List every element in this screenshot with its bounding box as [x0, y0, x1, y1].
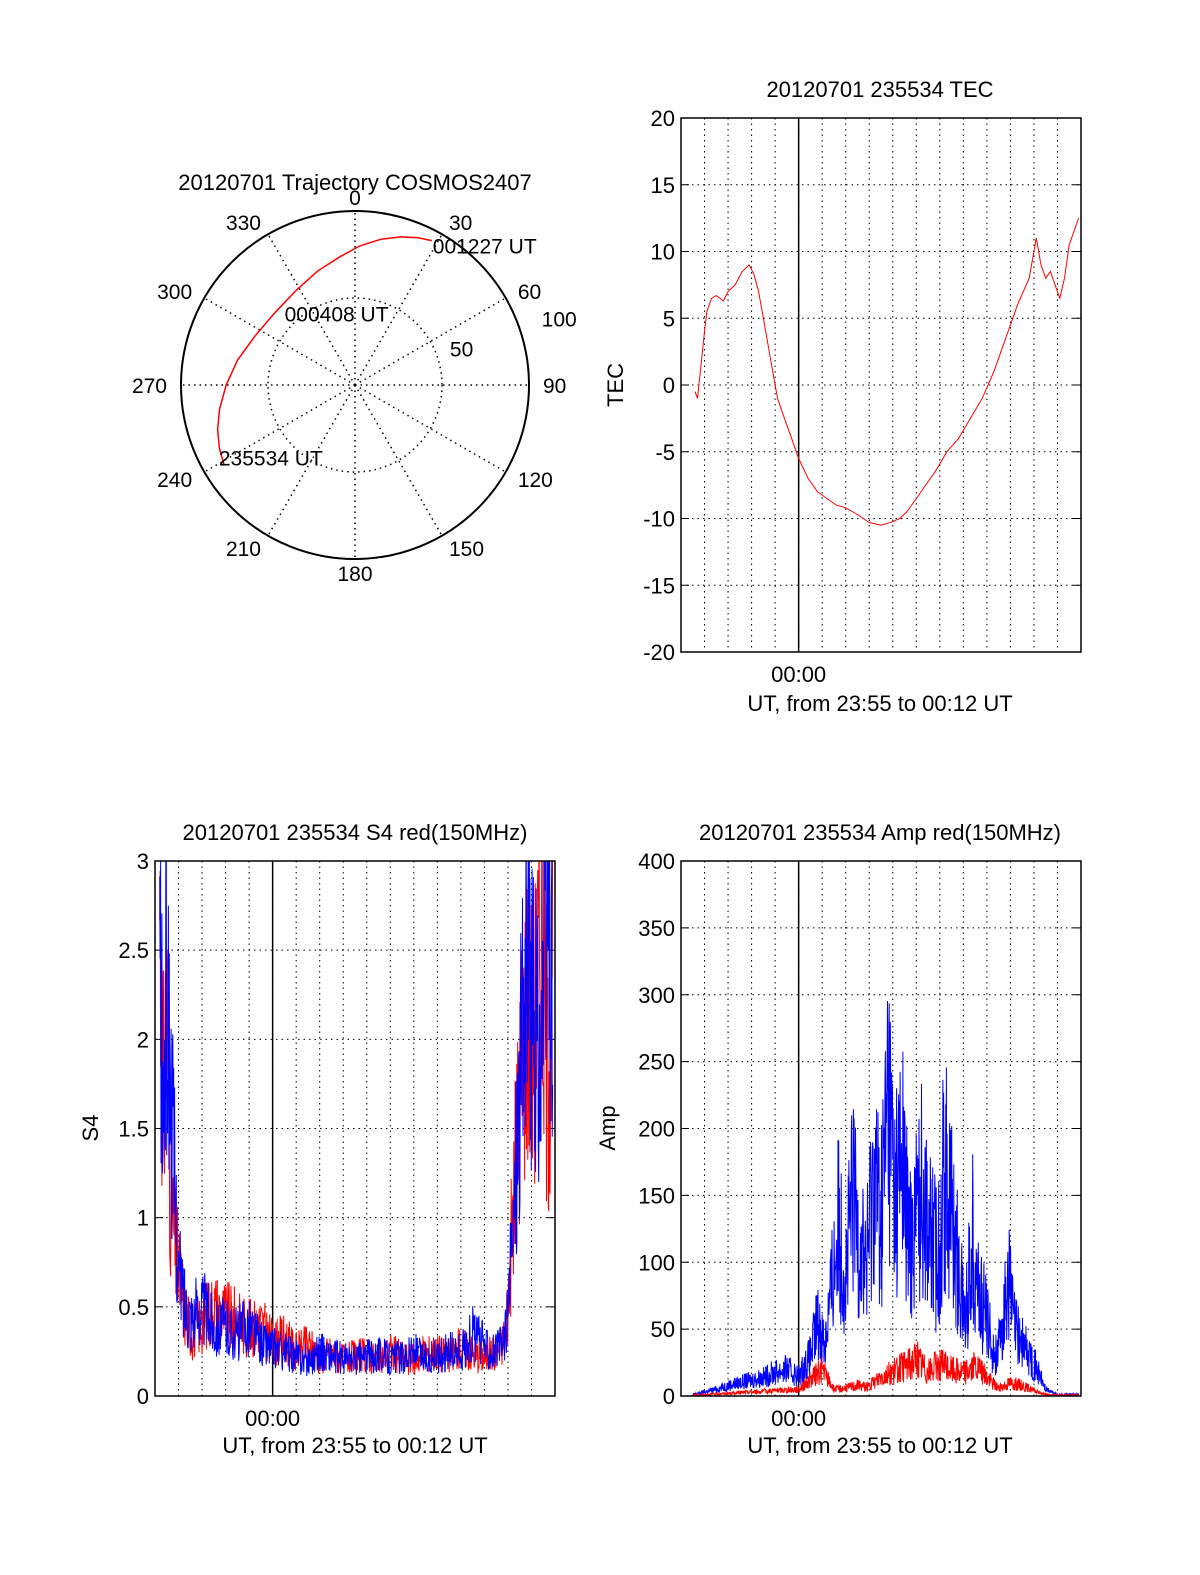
- s4-plot-frame: [154, 860, 556, 1397]
- polar-angle-label: 330: [226, 212, 261, 235]
- tec-y-tick-label: -20: [643, 640, 675, 665]
- s4-y-tick-label: 1: [137, 1206, 149, 1231]
- polar-radial-gridline: [354, 297, 507, 386]
- amp-panel: 20120701 235534 Amp red(150MHz) Amp UT, …: [595, 820, 1082, 1458]
- tec-plot-frame: [680, 117, 1082, 653]
- polar-angle-label: 0: [349, 187, 361, 210]
- polar-angle-label: 90: [543, 375, 566, 398]
- polar-angle-label: 240: [157, 469, 192, 492]
- polar-ring-label: 50: [450, 338, 473, 361]
- tec-x-axis-label: UT, from 23:55 to 00:12 UT: [747, 691, 1012, 716]
- polar-angle-label: 270: [132, 375, 167, 398]
- polar-ring-labels: 50 100: [450, 309, 577, 362]
- polar-grid: [181, 211, 529, 559]
- polar-series: [216, 236, 432, 465]
- amp-series: [692, 1000, 1080, 1396]
- polar-ring-gridline: [267, 297, 443, 473]
- amp-y-tick-label: 300: [638, 983, 675, 1008]
- s4-x-axis-label: UT, from 23:55 to 00:12 UT: [222, 1433, 487, 1458]
- polar-radial-gridline: [203, 384, 356, 473]
- tec-y-tick-label: 15: [651, 173, 675, 198]
- s4-panel: 20120701 235534 S4 red(150MHz) S4 UT, fr…: [78, 820, 556, 1458]
- polar-radial-gridline: [354, 233, 443, 386]
- amp-plot-frame: [680, 860, 1082, 1397]
- polar-trajectory-panel: 20120701 Trajectory COSMOS2407 0 30 60 90 12…: [132, 170, 577, 586]
- s4-x-tick-label: 00:00: [245, 1406, 300, 1431]
- polar-annotation-label: 235534 UT: [219, 447, 323, 470]
- polar-annotation-label: 000408 UT: [285, 303, 389, 326]
- amp-ticks: 400 350 300 250 200 150 100 50 0 00:00: [638, 849, 1081, 1431]
- amp-title: 20120701 235534 Amp red(150MHz): [699, 820, 1061, 845]
- amp-y-tick-label: 350: [638, 916, 675, 941]
- amp-y-tick-label: 150: [638, 1183, 675, 1208]
- tec-y-tick-label: 20: [651, 106, 675, 131]
- tec-y-tick-label: -10: [643, 507, 675, 532]
- polar-angle-label: 210: [226, 538, 261, 561]
- polar-radial-gridline: [267, 384, 356, 537]
- s4-ticks: 3 2.5 2 1.5 1 0.5 0 00:00: [118, 849, 555, 1431]
- amp-y-tick-label: 0: [663, 1384, 675, 1409]
- amp-y-axis-label: Amp: [595, 1105, 620, 1150]
- polar-angle-label: 60: [518, 281, 541, 304]
- tec-y-tick-label: 0: [663, 373, 675, 398]
- amp-y-tick-label: 250: [638, 1050, 675, 1075]
- polar-angle-label: 120: [518, 469, 553, 492]
- polar-radial-gridline: [354, 384, 443, 537]
- polar-angle-label: 30: [449, 212, 472, 235]
- s4-series-line: [159, 861, 554, 1377]
- polar-annotation-label: 001227 UT: [433, 235, 537, 258]
- amp-x-axis-label: UT, from 23:55 to 00:12 UT: [747, 1433, 1012, 1458]
- s4-y-tick-label: 0.5: [118, 1295, 149, 1320]
- tec-series: [694, 217, 1080, 526]
- polar-title: 20120701 Trajectory COSMOS2407: [178, 170, 531, 195]
- tec-y-tick-label: 5: [663, 306, 675, 331]
- s4-title: 20120701 235534 S4 red(150MHz): [183, 820, 528, 845]
- amp-series-line: [692, 1000, 1080, 1396]
- tec-y-tick-label: -15: [643, 573, 675, 598]
- tec-y-axis-label: TEC: [603, 363, 628, 407]
- s4-series: [159, 861, 554, 1377]
- s4-y-axis-label: S4: [78, 1115, 103, 1142]
- polar-angle-label: 150: [449, 538, 484, 561]
- polar-radial-gridline: [203, 297, 356, 386]
- polar-outer-ring: [180, 210, 530, 560]
- tec-title: 20120701 235534 TEC: [766, 77, 993, 102]
- s4-y-tick-label: 1.5: [118, 1117, 149, 1142]
- tec-x-tick-label: 00:00: [771, 662, 826, 687]
- polar-angle-label: 300: [157, 281, 192, 304]
- s4-y-tick-label: 2.5: [118, 938, 149, 963]
- s4-y-tick-label: 3: [137, 849, 149, 874]
- tec-panel: 20120701 235534 TEC TEC UT, from 23:55 t…: [603, 77, 1082, 716]
- polar-annotations: 001227 UT 000408 UT 235534 UT: [219, 235, 537, 470]
- polar-radial-gridline: [354, 384, 507, 473]
- amp-y-tick-label: 400: [638, 849, 675, 874]
- amp-y-tick-label: 100: [638, 1250, 675, 1275]
- tec-ticks: 20 15 10 5 0 -5 -10 -15 -20 00:00: [643, 106, 1081, 687]
- amp-y-tick-label: 200: [638, 1117, 675, 1142]
- polar-radial-gridline: [267, 233, 356, 386]
- tec-series-line: [694, 217, 1080, 526]
- amp-series-line: [692, 1341, 1079, 1396]
- tec-grid: [681, 118, 1081, 652]
- tec-y-tick-label: -5: [655, 440, 675, 465]
- s4-y-tick-label: 2: [137, 1027, 149, 1052]
- amp-y-tick-label: 50: [651, 1317, 675, 1342]
- polar-angle-labels: 0 30 60 90 120 150 180 210 240 270 300 330: [132, 187, 566, 586]
- polar-angle-label: 180: [337, 563, 372, 586]
- amp-x-tick-label: 00:00: [771, 1406, 826, 1431]
- s4-y-tick-label: 0: [137, 1384, 149, 1409]
- tec-y-tick-label: 10: [651, 240, 675, 265]
- polar-ring-label: 100: [542, 309, 577, 332]
- polar-trajectory-line: [216, 236, 432, 465]
